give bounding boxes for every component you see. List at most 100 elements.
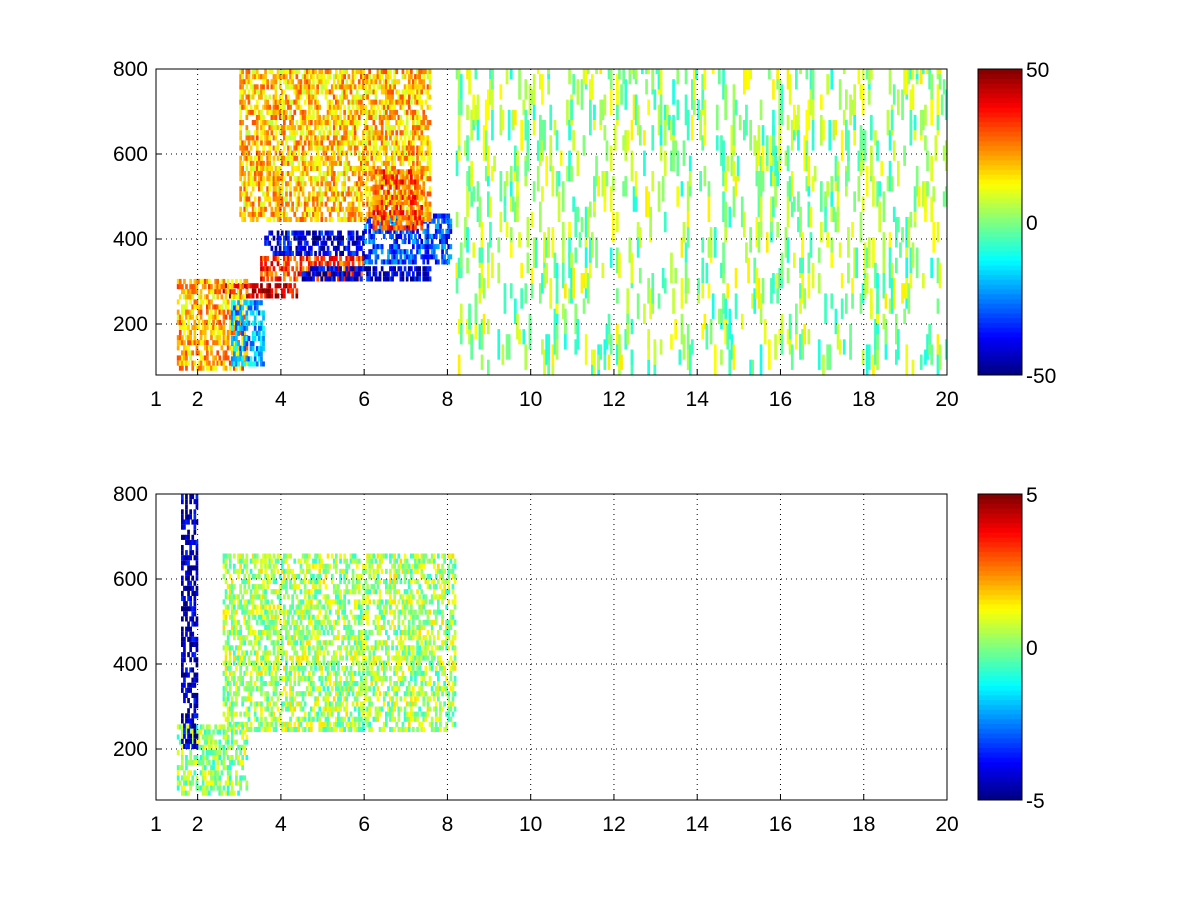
heatmap-cell	[335, 196, 338, 202]
heatmap-cell	[241, 79, 244, 85]
colorbar-swatch	[978, 355, 1022, 362]
heatmap-cell	[326, 69, 330, 75]
heatmap-cell	[389, 225, 392, 231]
colorbar-swatch	[978, 198, 1022, 204]
heatmap-cell	[249, 670, 253, 676]
heatmap-cell	[341, 271, 344, 277]
heatmap-cell	[330, 216, 334, 222]
heatmap-cell	[382, 109, 386, 115]
heatmap-cell	[351, 171, 355, 177]
heatmap-cell	[245, 624, 249, 630]
heatmap-cell	[262, 330, 265, 336]
heatmap-cell	[385, 99, 388, 105]
heatmap-cell	[476, 94, 480, 120]
heatmap-cell	[349, 276, 353, 282]
heatmap-cell	[410, 186, 413, 192]
heatmap-cell	[391, 199, 394, 205]
heatmap-cell	[328, 171, 332, 177]
heatmap-cell	[851, 293, 854, 309]
heatmap-cell	[251, 201, 255, 207]
heatmap-cell	[378, 271, 382, 277]
heatmap-cell	[287, 261, 290, 267]
heatmap-cell	[178, 340, 182, 346]
heatmap-cell	[507, 334, 511, 360]
colorbar-swatch	[978, 155, 1022, 161]
heatmap-cell	[484, 130, 488, 161]
heatmap-cell	[183, 345, 186, 351]
heatmap-cell	[216, 278, 220, 284]
heatmap-cell	[909, 109, 913, 141]
heatmap-cell	[285, 701, 288, 707]
heatmap-cell	[247, 171, 251, 177]
heatmap-cell	[360, 276, 363, 282]
heatmap-cell	[335, 176, 338, 182]
heatmap-cell	[274, 79, 278, 85]
heatmap-cell	[688, 344, 692, 375]
heatmap-cell	[274, 171, 278, 177]
heatmap-cell	[283, 568, 286, 574]
heatmap-cell	[426, 211, 430, 217]
heatmap-cell	[487, 89, 490, 120]
heatmap-cell	[310, 250, 313, 256]
heatmap-cell	[247, 181, 251, 187]
heatmap-cell	[362, 250, 365, 256]
heatmap-cell	[407, 254, 411, 260]
heatmap-cell	[258, 665, 261, 671]
heatmap-cell	[264, 655, 267, 661]
heatmap-cell	[410, 276, 413, 282]
heatmap-cell	[753, 257, 757, 284]
heatmap-cell	[405, 210, 409, 216]
heatmap-cell	[260, 266, 263, 272]
heatmap-cell	[749, 227, 752, 253]
heatmap-cell	[289, 191, 292, 197]
heatmap-cell	[239, 89, 242, 95]
heatmap-cell	[618, 69, 621, 80]
heatmap-cell	[324, 120, 328, 126]
colorbar-swatch	[978, 112, 1022, 118]
heatmap-cell	[728, 206, 732, 228]
heatmap-cell	[372, 233, 376, 239]
heatmap-cell	[243, 579, 247, 585]
heatmap-cell	[249, 160, 253, 166]
heatmap-cell	[353, 181, 357, 187]
heatmap-cell	[322, 114, 326, 120]
heatmap-cell	[395, 271, 399, 277]
heatmap-cell	[228, 314, 232, 320]
heatmap-cell	[335, 74, 338, 80]
heatmap-cell	[861, 145, 865, 171]
heatmap-cell	[285, 211, 288, 217]
heatmap-cell	[195, 284, 199, 290]
heatmap-cell	[303, 196, 307, 202]
heatmap-cell	[368, 130, 371, 136]
heatmap-cell	[337, 230, 340, 236]
heatmap-cell	[865, 273, 869, 294]
heatmap-cell	[326, 104, 330, 110]
heatmap-cell	[299, 155, 303, 161]
heatmap-cell	[249, 594, 253, 600]
heatmap-cell	[412, 165, 415, 171]
heatmap-cell	[283, 160, 286, 166]
heatmap-cell	[901, 283, 904, 304]
heatmap-cell	[353, 84, 357, 90]
heatmap-cell	[393, 114, 396, 120]
heatmap-cell	[842, 69, 846, 75]
heatmap-cell	[441, 233, 444, 239]
heatmap-cell	[187, 340, 190, 346]
heatmap-cell	[624, 79, 628, 110]
heatmap-cell	[322, 150, 326, 156]
heatmap-cell	[541, 120, 544, 141]
heatmap-cell	[343, 245, 346, 251]
heatmap-cell	[239, 186, 242, 192]
colorbar-swatch	[978, 231, 1022, 237]
heatmap-cell	[322, 145, 326, 151]
heatmap-cell	[380, 181, 384, 187]
heatmap-cell	[297, 165, 301, 171]
heatmap-cell	[347, 235, 351, 241]
heatmap-cell	[253, 558, 257, 564]
heatmap-cell	[264, 99, 267, 105]
heatmap-cell	[251, 69, 255, 75]
heatmap-cell	[410, 259, 413, 265]
heatmap-cell	[318, 104, 322, 110]
heatmap-cell	[672, 114, 675, 136]
heatmap-cell	[262, 89, 265, 95]
